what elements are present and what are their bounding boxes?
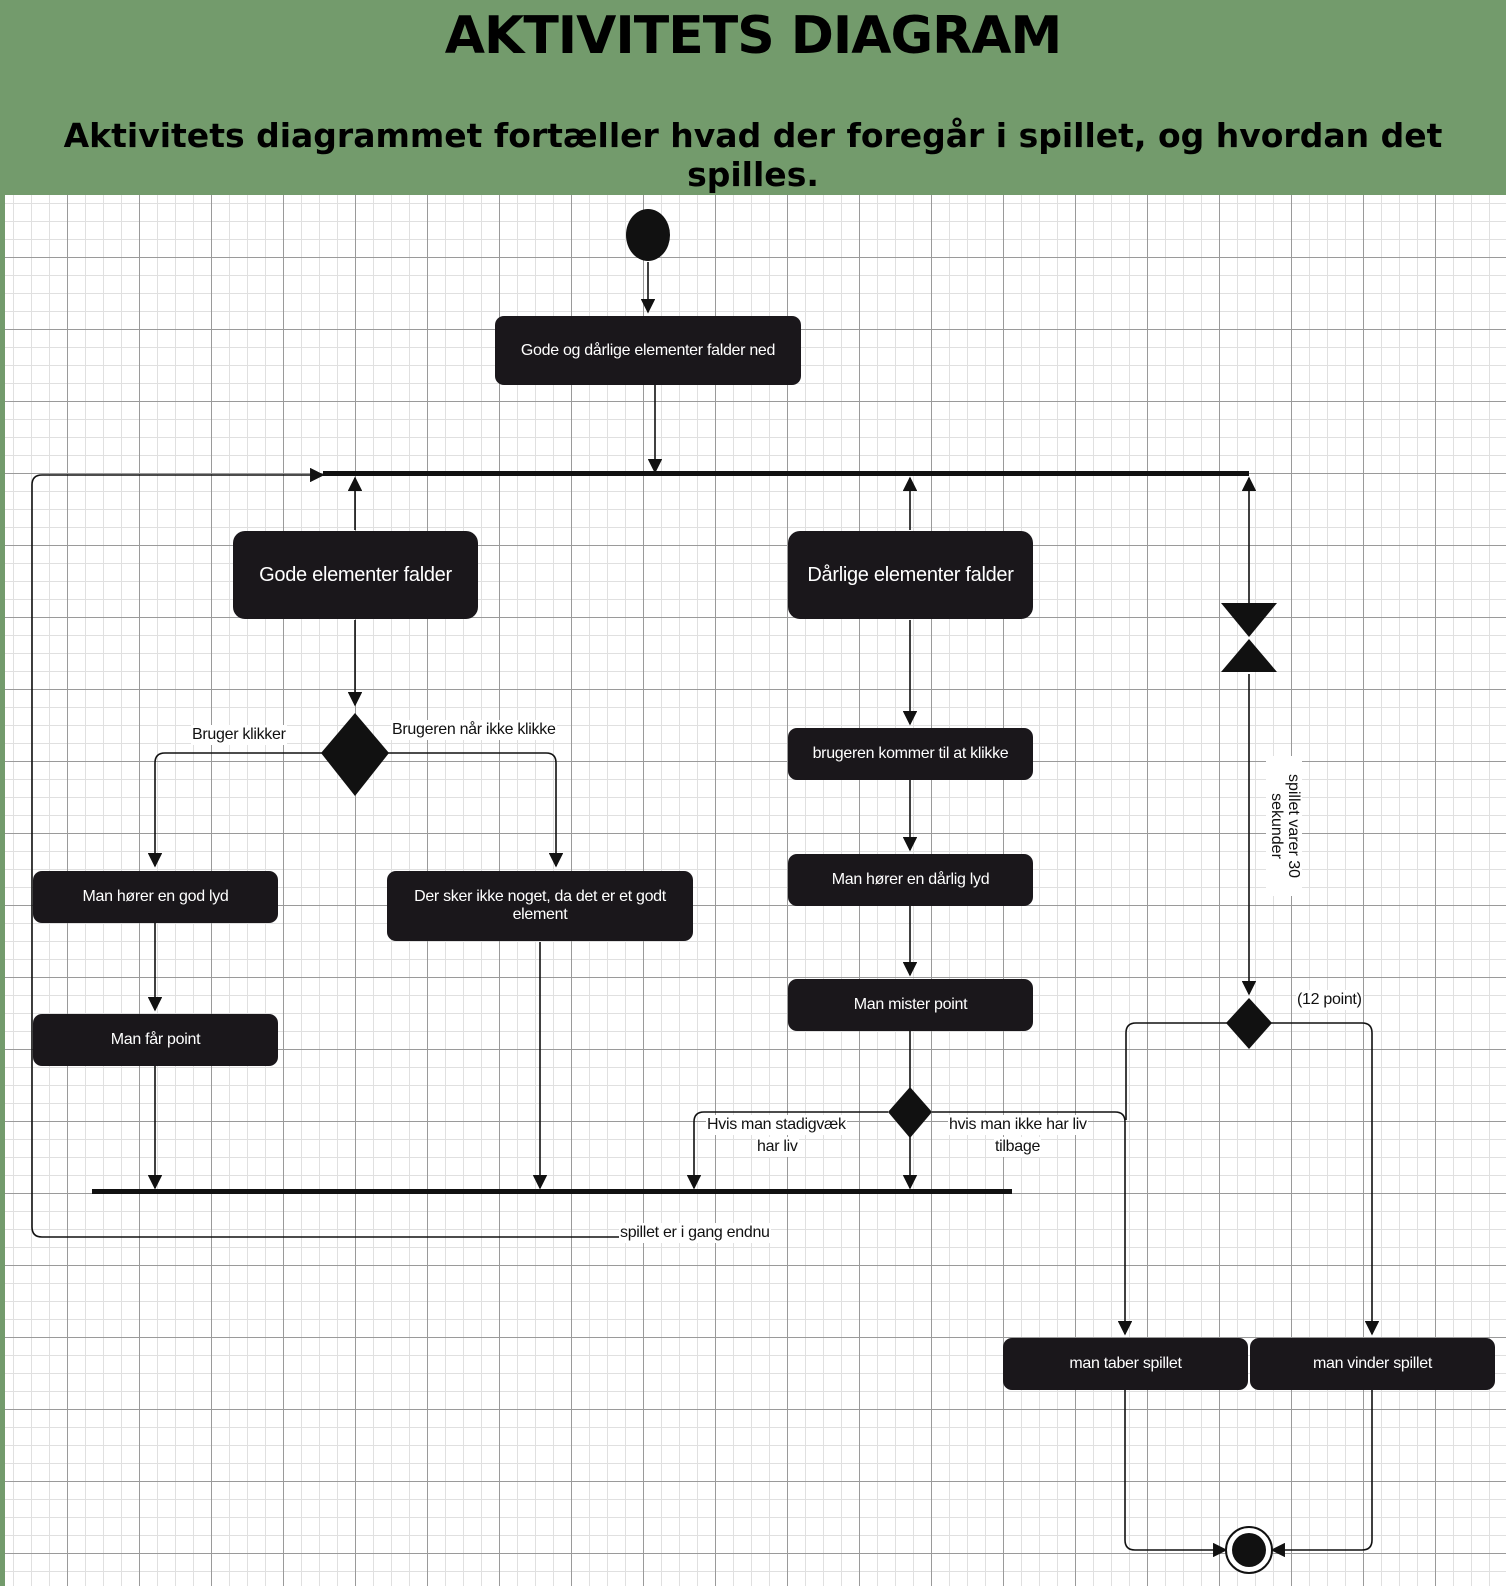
label-no-lives-1: hvis man ikke har liv: [948, 1115, 1088, 1135]
label-timer-2: sekunder: [1268, 793, 1285, 859]
page-subtitle: Aktivitets diagrammet fortæller hvad der…: [63, 116, 1443, 194]
good-sound: Man hører en god lyd: [33, 871, 278, 923]
label-no-lives-2: tilbage: [994, 1137, 1042, 1157]
bad-falls: Dårlige elementer falder: [788, 531, 1033, 619]
join-bar: [92, 1189, 1012, 1194]
label-still-lives-1: Hvis man stadigvæk: [706, 1115, 847, 1135]
label-twelve-points: (12 point): [1296, 990, 1363, 1010]
header: AKTIVITETS DIAGRAM Aktivitets diagrammet…: [0, 0, 1506, 195]
good-falls: Gode elementer falder: [233, 531, 478, 619]
user-clicks-bad: brugeren kommer til at klikke: [788, 728, 1033, 780]
bad-sound: Man hører en dårlig lyd: [788, 854, 1033, 906]
start-node: [626, 209, 670, 261]
label-timer: spillet varer 30 sekunder: [1266, 756, 1302, 896]
page-title: AKTIVITETS DIAGRAM: [444, 6, 1062, 66]
click-decision: [321, 713, 389, 796]
label-user-clicks: Bruger klikker: [191, 725, 287, 745]
label-still-lives-2: har liv: [756, 1137, 799, 1157]
fork-bar: [323, 471, 1249, 476]
label-user-not-click: Brugeren når ikke klikke: [391, 720, 557, 740]
nothing-happens: Der sker ikke noget, da det er et godt e…: [387, 871, 693, 941]
lose-point: Man mister point: [788, 979, 1033, 1031]
label-timer-1: spillet varer 30: [1285, 773, 1302, 879]
lose-game: man taber spillet: [1003, 1338, 1248, 1390]
win-game: man vinder spillet: [1250, 1338, 1495, 1390]
start-action: Gode og dårlige elementer falder ned: [495, 316, 801, 385]
win-lose-decision: [1226, 998, 1272, 1049]
hourglass-icon: [1221, 603, 1277, 637]
get-point: Man får point: [33, 1014, 278, 1066]
lives-decision: [888, 1087, 932, 1138]
label-game-ongoing: spillet er i gang endnu: [619, 1223, 771, 1243]
